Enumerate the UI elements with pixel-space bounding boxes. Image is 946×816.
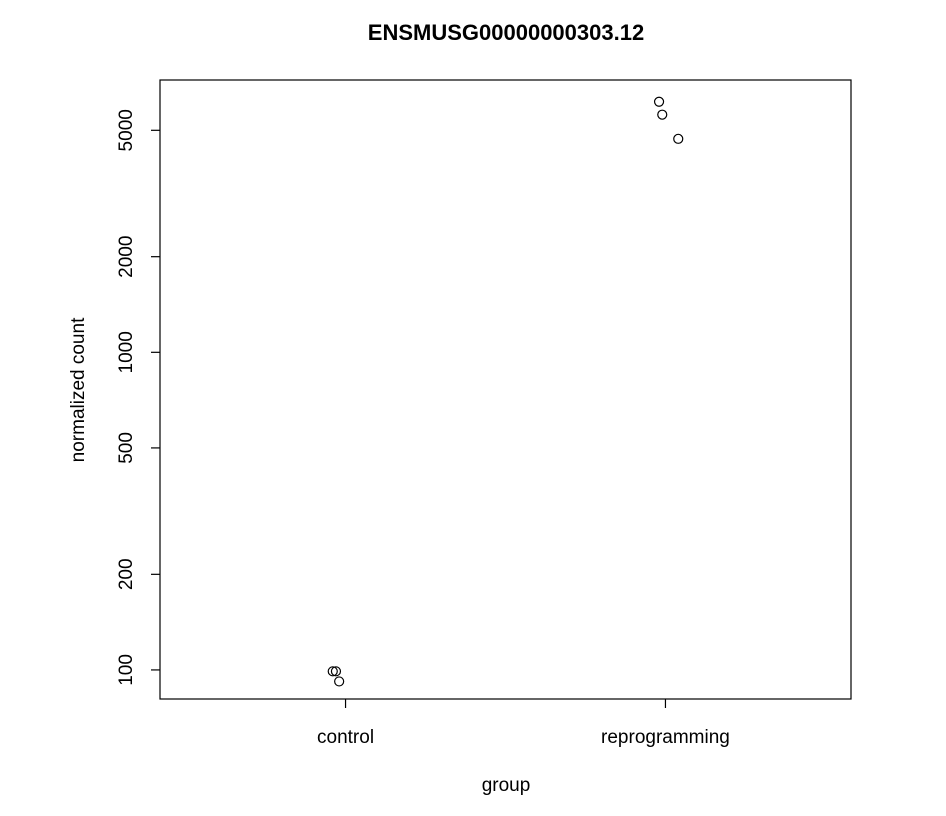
data-point	[653, 96, 665, 107]
data-point	[657, 109, 668, 120]
y-tick-label: 200	[116, 558, 137, 590]
y-axis-label: normalized count	[68, 317, 89, 462]
y-axis: 100 200 500 1000 2000 5000	[116, 109, 160, 686]
y-tick-label: 500	[116, 432, 137, 464]
data-point	[334, 676, 345, 687]
x-tick-label: reprogramming	[601, 727, 730, 748]
x-axis: control reprogramming	[317, 699, 730, 748]
data-points	[327, 96, 684, 687]
data-point	[673, 133, 684, 144]
y-tick-label: 1000	[116, 331, 137, 373]
data-point	[327, 666, 338, 677]
chart-title: ENSMUSG00000000303.12	[368, 20, 644, 45]
plot-frame	[159, 79, 852, 700]
y-tick-label: 100	[116, 654, 137, 686]
data-point	[330, 666, 342, 677]
x-axis-label: group	[482, 775, 531, 796]
y-tick-label: 5000	[116, 109, 137, 151]
y-tick-label: 2000	[116, 236, 137, 278]
x-tick-label: control	[317, 727, 374, 748]
